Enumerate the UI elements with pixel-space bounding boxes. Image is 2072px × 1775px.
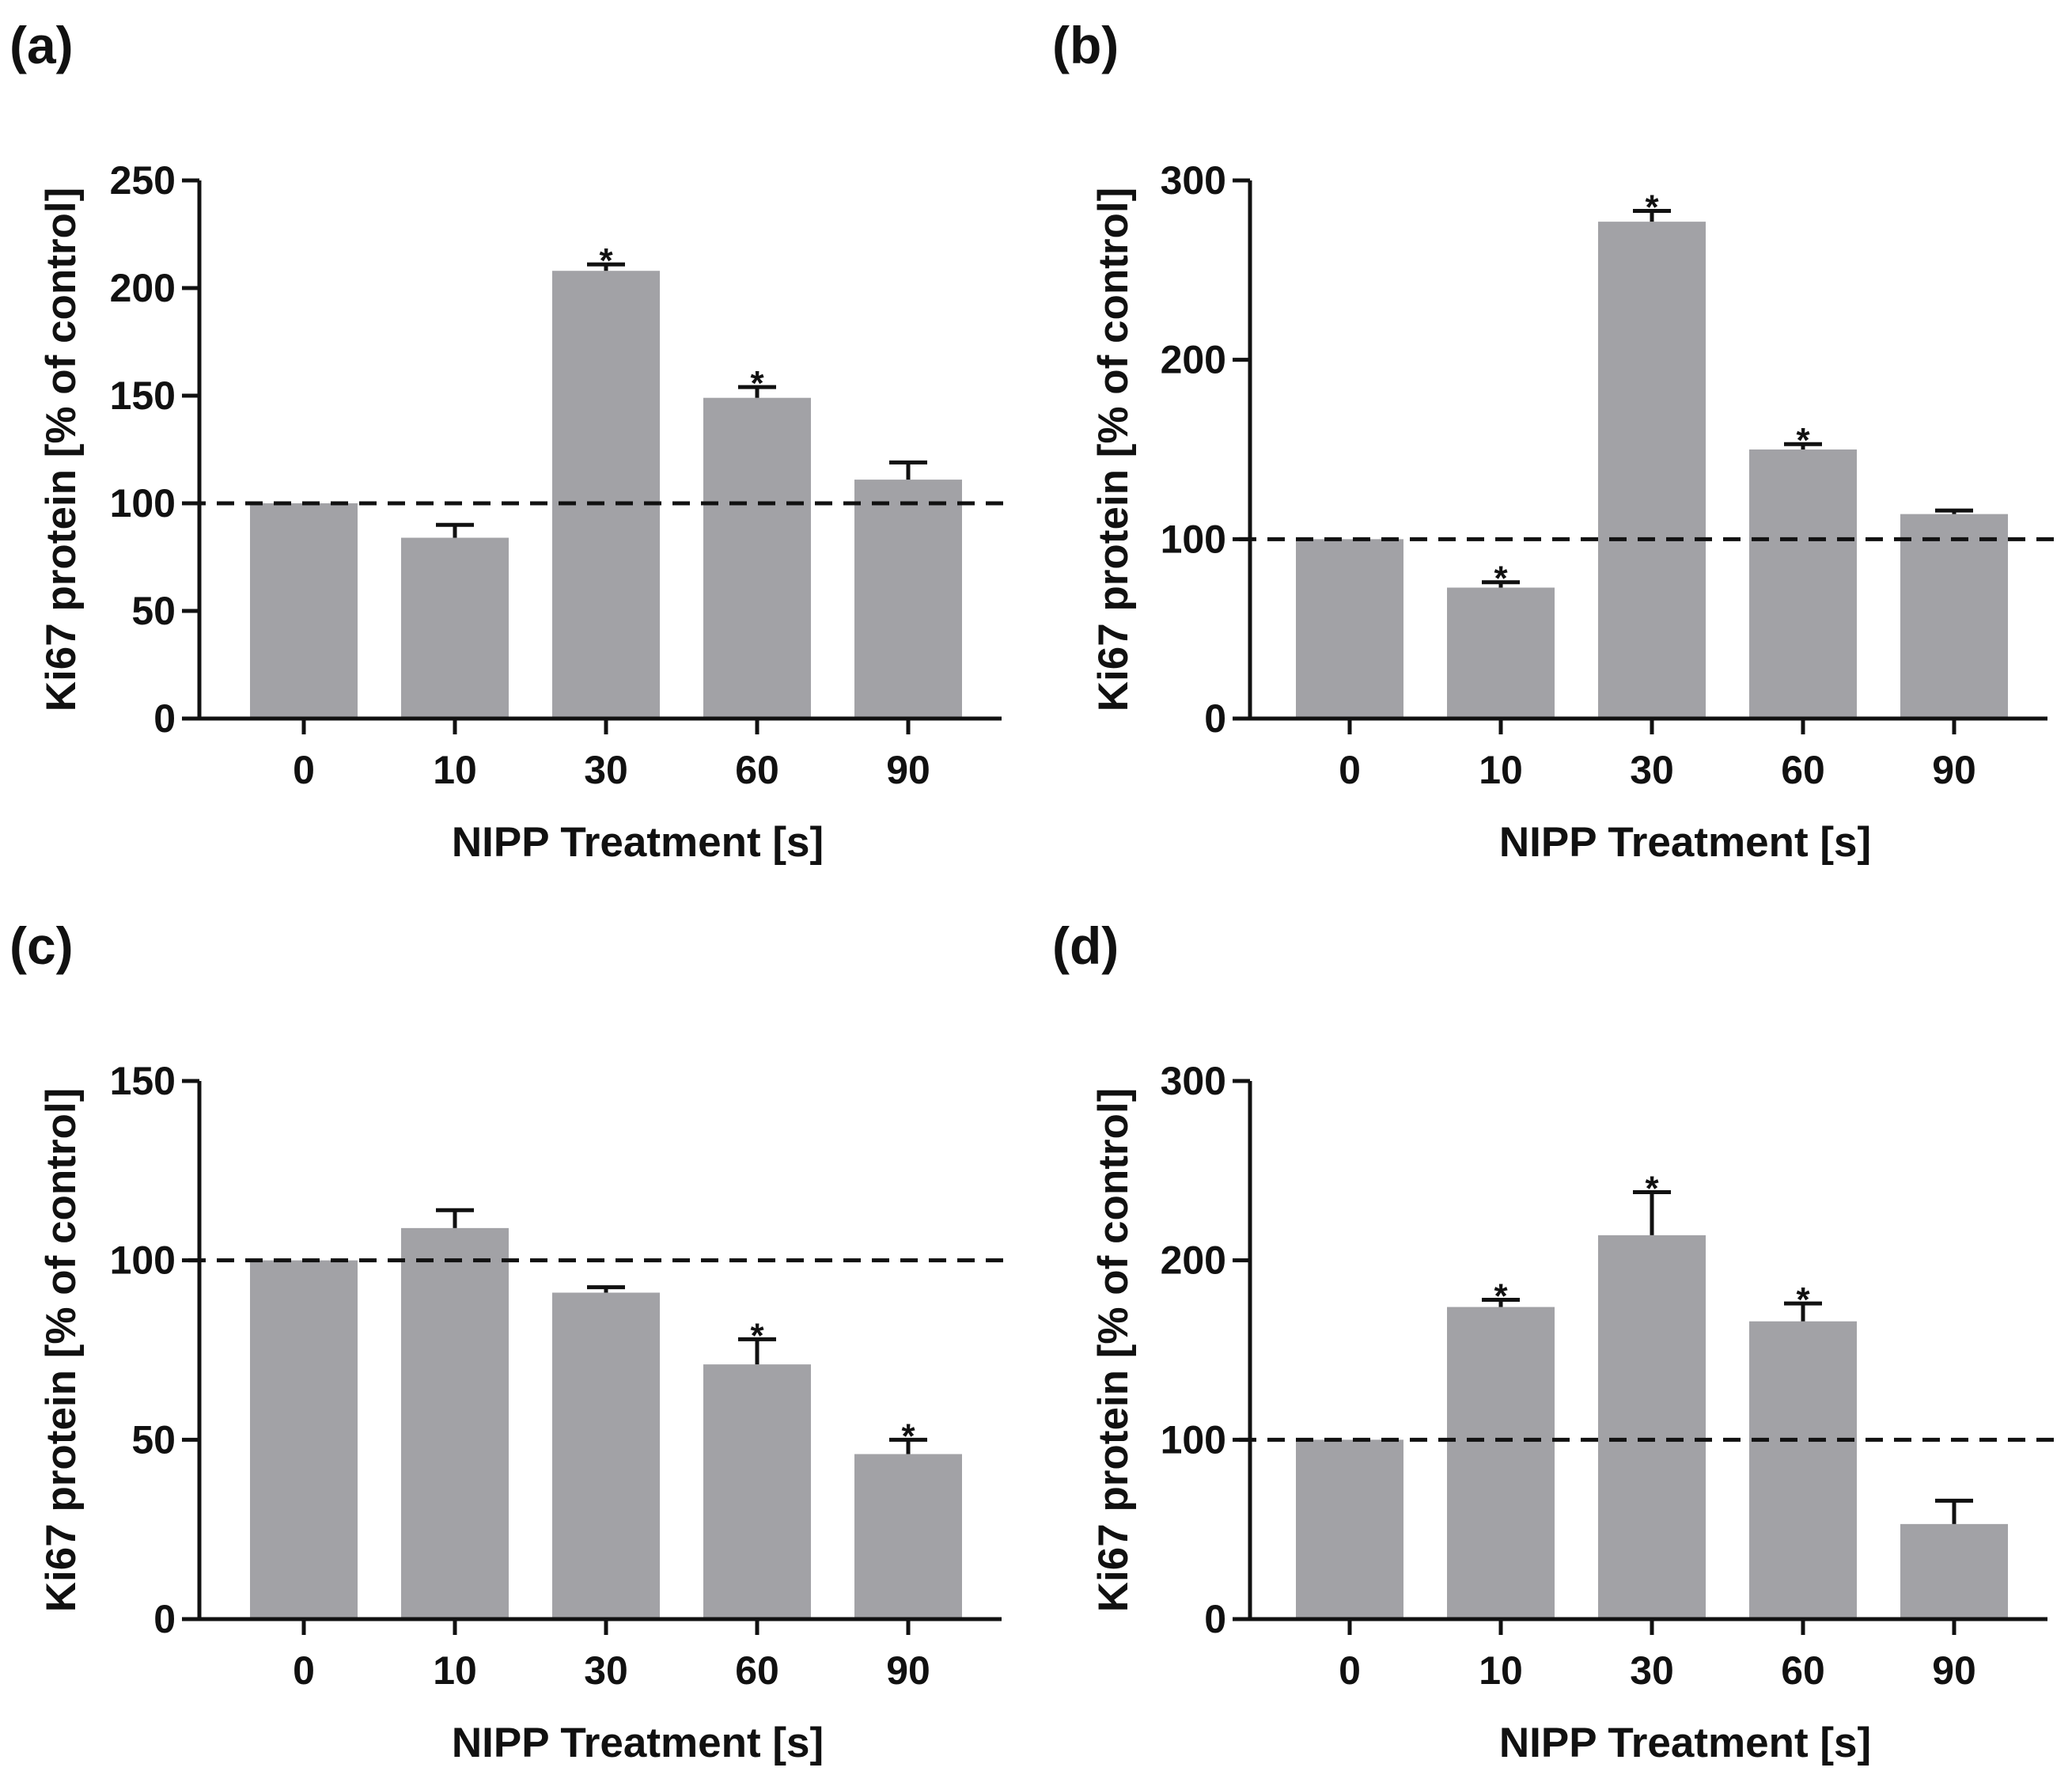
panel-label: (a)	[9, 16, 74, 74]
bar	[1598, 1235, 1706, 1619]
y-axis-title: Ki67 protein [% of control]	[1090, 188, 1137, 712]
bar	[1296, 1439, 1403, 1619]
y-tick-label: 0	[1204, 696, 1226, 741]
y-axis-title: Ki67 protein [% of control]	[38, 1088, 85, 1613]
y-tick-label: 0	[1204, 1597, 1226, 1641]
x-tick-label: 0	[293, 1648, 315, 1693]
x-axis-title: NIPP Treatment [s]	[1499, 819, 1871, 866]
bar	[250, 503, 358, 719]
y-tick-label: 50	[131, 1417, 176, 1462]
y-tick-label: 150	[110, 1059, 176, 1103]
y-tick-label: 200	[1161, 1238, 1226, 1283]
chart-panel-2: (b) 0 * 10 * 30 * 60 90 0 100 200 300 NIPP Treatment …	[1052, 16, 2057, 866]
x-tick-label: 90	[1932, 748, 1976, 792]
significance-marker: *	[1494, 559, 1508, 598]
bar	[703, 1364, 811, 1619]
x-tick-label: 10	[1479, 1648, 1523, 1693]
y-tick-label: 100	[1161, 1417, 1226, 1462]
bar	[1900, 1523, 2008, 1619]
significance-marker: *	[1645, 188, 1659, 227]
bar	[703, 397, 811, 719]
y-tick-label: 0	[153, 696, 176, 741]
x-tick-label: 10	[433, 1648, 477, 1693]
x-tick-label: 30	[1630, 1648, 1674, 1693]
significance-marker: *	[750, 364, 764, 403]
bar	[1749, 1321, 1857, 1619]
x-tick-label: 90	[886, 1648, 930, 1693]
x-tick-label: 60	[1781, 748, 1825, 792]
y-tick-label: 150	[110, 374, 176, 418]
significance-marker: *	[1494, 1277, 1508, 1316]
x-tick-label: 0	[1339, 748, 1361, 792]
x-tick-label: 30	[1630, 748, 1674, 792]
bar	[1447, 1307, 1555, 1619]
x-tick-label: 60	[1781, 1648, 1825, 1693]
bar	[552, 271, 660, 719]
y-tick-label: 200	[1161, 338, 1226, 382]
bar	[854, 1454, 962, 1619]
bar	[552, 1292, 660, 1619]
x-tick-label: 30	[584, 1648, 628, 1693]
bar	[1296, 539, 1403, 719]
panel-label: (c)	[9, 916, 74, 975]
x-tick-label: 0	[1339, 1648, 1361, 1693]
y-tick-label: 100	[110, 481, 176, 525]
significance-marker: *	[1796, 421, 1810, 460]
bar	[401, 1227, 509, 1619]
y-axis-title: Ki67 protein [% of control]	[1090, 1088, 1137, 1613]
y-tick-label: 0	[153, 1597, 176, 1641]
x-tick-label: 60	[735, 1648, 779, 1693]
y-tick-label: 100	[110, 1238, 176, 1283]
x-tick-label: 10	[1479, 748, 1523, 792]
chart-panel-3: (c) 0 10 30 * 60 * 90 0 50 100 150 NIPP Treatment [s…	[9, 916, 1013, 1766]
y-axis-title: Ki67 protein [% of control]	[38, 188, 85, 712]
x-tick-label: 90	[1932, 1648, 1976, 1693]
x-tick-label: 0	[293, 748, 315, 792]
bar	[1447, 587, 1555, 719]
x-axis-title: NIPP Treatment [s]	[452, 1720, 824, 1766]
y-tick-label: 250	[110, 158, 176, 203]
chart-panel-4: (d) 0 * 10 * 30 * 60 90 0 100 200 300 NIPP Treatment …	[1052, 916, 2057, 1766]
y-tick-label: 300	[1161, 158, 1226, 203]
bar	[1749, 449, 1857, 719]
y-tick-label: 300	[1161, 1059, 1226, 1103]
bar	[1900, 514, 2008, 719]
y-tick-label: 100	[1161, 517, 1226, 561]
bar	[854, 480, 962, 719]
significance-marker: *	[901, 1417, 915, 1455]
significance-marker: *	[1645, 1170, 1659, 1208]
x-tick-label: 60	[735, 748, 779, 792]
significance-marker: *	[599, 241, 613, 280]
bar	[250, 1260, 358, 1619]
x-tick-label: 90	[886, 748, 930, 792]
panel-label: (d)	[1052, 916, 1119, 975]
significance-marker: *	[1796, 1280, 1810, 1319]
panel-label: (b)	[1052, 16, 1119, 74]
bar	[401, 537, 509, 719]
y-tick-label: 200	[110, 266, 176, 310]
x-axis-title: NIPP Treatment [s]	[452, 819, 824, 866]
bar	[1598, 222, 1706, 719]
x-tick-label: 10	[433, 748, 477, 792]
x-tick-label: 30	[584, 748, 628, 792]
y-tick-label: 50	[131, 589, 176, 633]
x-axis-title: NIPP Treatment [s]	[1499, 1720, 1871, 1766]
chart-panel-1: (a) 0 10 * 30 * 60 90 0 50 100 150 200 250 NIPP Treatm…	[9, 16, 1013, 866]
significance-marker: *	[750, 1316, 764, 1355]
